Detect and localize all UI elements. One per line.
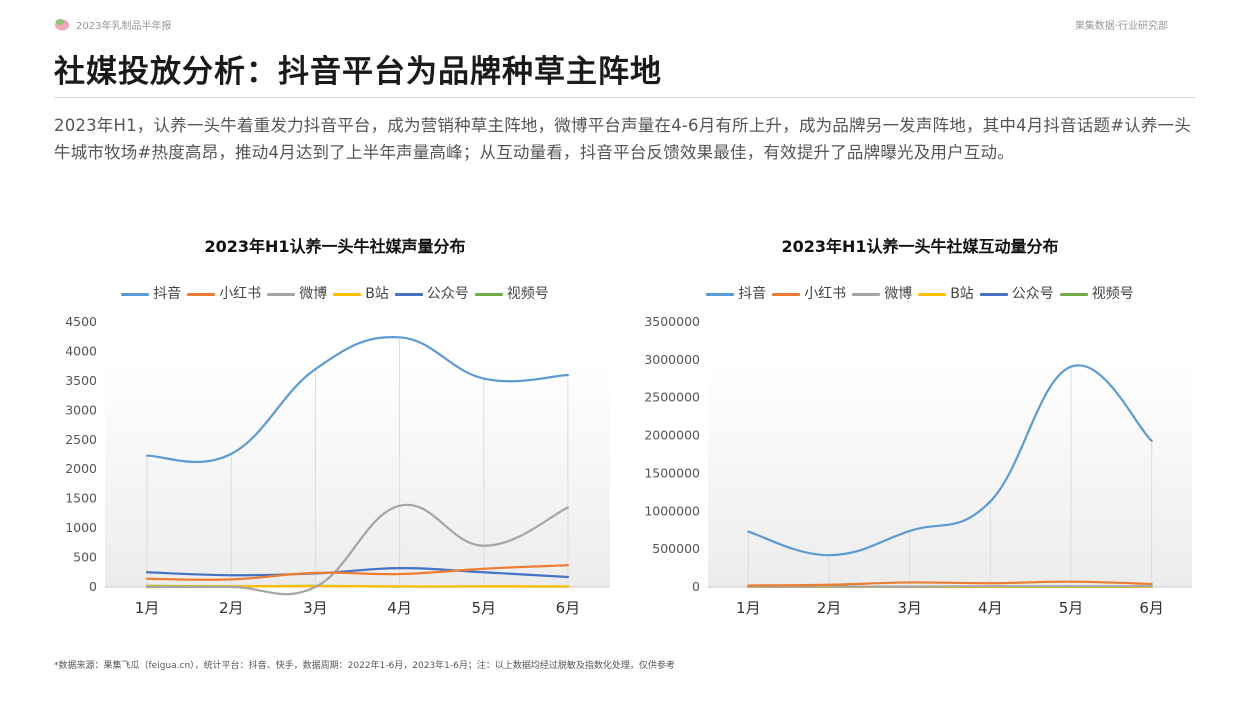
legend-item: 小红书 (187, 283, 261, 303)
voice-volume-chart: 2023年H1认养一头牛社媒声量分布 抖音 小红书 微博 B站 公众号 视频号 0 500 1… (40, 225, 630, 625)
y-tick-label: 4000 (65, 343, 97, 358)
legend-label: 抖音 (153, 286, 182, 302)
brand-logo-icon (55, 19, 69, 31)
legend-swatch (1059, 292, 1088, 296)
legend-item: 公众号 (979, 283, 1054, 303)
y-tick-label: 1000000 (644, 503, 700, 518)
legend-item: 微博 (852, 283, 912, 303)
series-line-4 (145, 567, 570, 579)
legend-swatch (706, 292, 735, 296)
plot-area (105, 362, 610, 587)
report-title: 2023年乳制品半年报 (76, 21, 172, 32)
legend-item: 公众号 (394, 283, 469, 303)
y-tick-label: 500000 (652, 541, 700, 556)
legend-swatch (333, 292, 362, 296)
series-line-2 (145, 503, 570, 596)
legend-label: 小红书 (804, 286, 847, 302)
legend-swatch (267, 292, 296, 296)
x-tick-label: 4月 (387, 599, 412, 617)
legend-swatch (121, 292, 150, 296)
series-line-0 (145, 336, 570, 464)
x-tick-label: 1月 (135, 599, 160, 617)
chart-canvas: 0 500 1000 1500 2000 2500 3000 3500 4000 4500 1月 2月… (65, 314, 610, 617)
legend-label: B站 (365, 286, 389, 302)
legend-swatch (979, 292, 1008, 296)
y-tick-label: 3500000 (644, 314, 700, 329)
y-tick-label: 2000 (65, 461, 97, 476)
series-line-0 (747, 364, 1153, 557)
y-tick-label: 4500 (65, 314, 97, 329)
x-tick-label: 4月 (978, 599, 1003, 617)
y-tick-label: 0 (692, 579, 700, 594)
legend-item: B站 (918, 283, 974, 303)
series-line-1 (145, 564, 570, 581)
legend-swatch (187, 292, 216, 296)
legend-label: 抖音 (738, 286, 767, 302)
y-tick-label: 3500 (65, 373, 97, 388)
y-tick-label: 0 (89, 579, 97, 594)
brand-label: 果集数据·行业研究部 (1074, 21, 1168, 32)
x-tick-label: 2月 (219, 599, 244, 617)
legend-swatch (474, 292, 503, 296)
legend-item: 抖音 (121, 283, 181, 303)
page-description: 2023年H1，认养一头牛着重发力抖音平台，成为营销种草主阵地，微博平台声量在4… (54, 116, 1192, 162)
chart-legend: 抖音 小红书 微博 B站 公众号 视频号 (625, 283, 1215, 303)
x-tick-label: 5月 (1059, 599, 1084, 617)
y-tick-label: 1500000 (644, 465, 700, 480)
legend-swatch (918, 292, 947, 296)
legend-item: B站 (333, 283, 389, 303)
title-divider (54, 97, 1196, 98)
x-tick-label: 6月 (1139, 599, 1164, 617)
legend-label: 公众号 (1011, 286, 1054, 302)
legend-swatch (394, 292, 423, 296)
x-tick-label: 1月 (736, 599, 761, 617)
x-tick-label: 3月 (303, 599, 328, 617)
legend-item: 视频号 (474, 283, 549, 303)
legend-swatch (772, 292, 801, 296)
x-tick-label: 6月 (556, 599, 581, 617)
interaction-volume-chart: 2023年H1认养一头牛社媒互动量分布 抖音 小红书 微博 B站 公众号 视频号 0 500… (625, 225, 1215, 625)
x-tick-label: 2月 (817, 599, 842, 617)
y-tick-label: 2500000 (644, 390, 700, 405)
series-line-1 (747, 580, 1153, 587)
legend-label: 微博 (299, 286, 328, 302)
x-tick-label: 5月 (471, 599, 496, 617)
legend-label: B站 (950, 286, 974, 302)
y-tick-label: 2500 (65, 432, 97, 447)
legend-item: 视频号 (1059, 283, 1134, 303)
chart-legend: 抖音 小红书 微博 B站 公众号 视频号 (40, 283, 630, 303)
x-tick-label: 3月 (897, 599, 922, 617)
legend-label: 公众号 (426, 286, 469, 302)
y-tick-label: 1500 (65, 491, 97, 506)
legend-item: 抖音 (706, 283, 766, 303)
y-tick-label: 3000000 (644, 352, 700, 367)
legend-label: 微博 (884, 286, 913, 302)
top-bar: 2023年乳制品半年报 果集数据·行业研究部 (54, 16, 1170, 32)
legend-label: 视频号 (506, 286, 549, 302)
chart-title: 2023年H1认养一头牛社媒声量分布 (204, 237, 466, 256)
y-tick-label: 500 (73, 550, 97, 565)
chart-title: 2023年H1认养一头牛社媒互动量分布 (781, 237, 1059, 256)
legend-item: 小红书 (772, 283, 846, 303)
plot-area (708, 362, 1192, 587)
legend-item: 微博 (267, 283, 327, 303)
y-tick-label: 3000 (65, 402, 97, 417)
legend-swatch (852, 292, 881, 296)
chart-canvas: 0 500000 1000000 1500000 2000000 2500000 30000… (644, 314, 1192, 617)
footnote: *数据来源：果集飞瓜（feigua.cn），统计平台：抖音、快手，数据周期：20… (54, 661, 675, 671)
legend-label: 视频号 (1091, 286, 1134, 302)
y-tick-label: 2000000 (644, 428, 700, 443)
page-title: 社媒投放分析：抖音平台为品牌种草主阵地 (54, 54, 662, 90)
legend-label: 小红书 (219, 286, 262, 302)
y-tick-label: 1000 (65, 520, 97, 535)
